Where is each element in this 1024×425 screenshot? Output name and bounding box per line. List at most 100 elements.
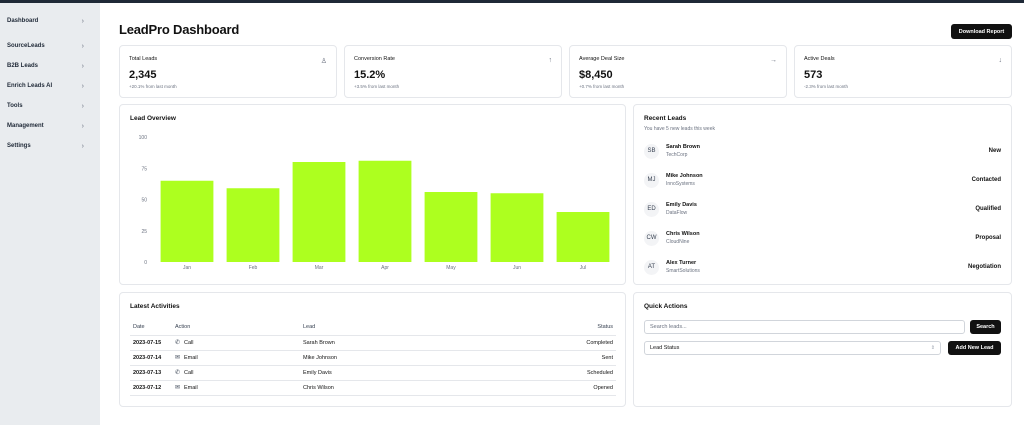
quick-actions-title: Quick Actions (644, 303, 688, 310)
top-strip (0, 0, 1024, 3)
stat-label: Active Deals (804, 56, 835, 62)
activity-status: Scheduled (467, 365, 616, 381)
lead-company: SmartSolutions (666, 268, 700, 274)
avatar: ED (644, 201, 659, 217)
lead-status: Qualified (975, 206, 1001, 212)
recent-leads-title: Recent Leads (644, 115, 687, 122)
lead-overview-card: Lead Overview 0 25 50 75 100 Jan Feb Mar Apr May J… (119, 104, 626, 285)
activity-date: 2023-07-12 (130, 380, 172, 396)
quick-actions-card: Quick Actions Search Lead Status ⇕ Add N… (633, 292, 1012, 407)
chevron-right-icon: › (81, 102, 84, 110)
x-tick-label: Jan (183, 265, 191, 271)
lead-company: TechCorp (666, 152, 688, 158)
x-tick-label: Jul (580, 265, 586, 271)
sidebar-item-label: Management (7, 123, 44, 129)
search-button[interactable]: Search (970, 320, 1001, 334)
table-row[interactable]: 2023-07-15 ✆ Call Sarah Brown Completed (130, 335, 616, 351)
activity-action: Call (184, 340, 194, 346)
stat-card-average-deal-size: Average Deal Size → $8,450 +0.7% from la… (569, 45, 787, 98)
activity-status: Opened (467, 380, 616, 396)
recent-leads-card: Recent Leads You have 5 new leads this w… (633, 104, 1012, 285)
download-report-button[interactable]: Download Report (951, 24, 1012, 39)
lead-company: DataFlow (666, 210, 688, 216)
sidebar-item-sourceleads[interactable]: SourceLeads › (0, 36, 100, 56)
sidebar-item-label: Tools (7, 103, 23, 109)
activity-action: Email (184, 385, 198, 391)
lead-row[interactable]: ED Emily Davis DataFlow Qualified (644, 199, 1001, 219)
lead-row[interactable]: AT Alex Turner SmartSolutions Negotiatio… (644, 257, 1001, 277)
stat-label: Average Deal Size (579, 56, 625, 62)
sidebar-item-settings[interactable]: Settings › (0, 136, 100, 156)
lead-company: CloudNine (666, 239, 690, 245)
activities-table: Date Action Lead Status 2023-07-15 ✆ Call… (130, 320, 616, 396)
mail-icon: ✉ (175, 355, 181, 361)
sidebar-item-b2b-leads[interactable]: B2B Leads › (0, 56, 100, 76)
bar-apr[interactable] (358, 160, 412, 262)
table-header-row: Date Action Lead Status (130, 320, 616, 336)
sidebar-item-tools[interactable]: Tools › (0, 96, 100, 116)
stat-value: 2,345 (129, 69, 157, 81)
lead-status-select-value: Lead Status (650, 345, 680, 351)
lead-name: Emily Davis (666, 202, 697, 208)
avatar: CW (644, 230, 659, 246)
stat-change: +0.7% from last month (579, 84, 625, 89)
recent-leads-subtitle: You have 5 new leads this week (644, 126, 715, 132)
chevron-right-icon: › (81, 17, 84, 25)
y-tick-label: 50 (141, 198, 147, 204)
sidebar-item-management[interactable]: Management › (0, 116, 100, 136)
lead-row[interactable]: MJ Mike Johnson InnoSystems Contacted (644, 170, 1001, 190)
bar-mar[interactable] (292, 162, 346, 262)
column-header: Status (467, 320, 616, 336)
activity-date: 2023-07-13 (130, 365, 172, 381)
stat-card-total-leads: Total Leads ♙ 2,345 +20.1% from last mon… (119, 45, 337, 98)
lead-row[interactable]: CW Chris Wilson CloudNine Proposal (644, 228, 1001, 248)
lead-row[interactable]: SB Sarah Brown TechCorp New (644, 141, 1001, 161)
bar-may[interactable] (424, 192, 478, 262)
column-header: Date (130, 320, 172, 336)
lead-status: Contacted (971, 177, 1001, 183)
sidebar-item-label: Enrich Leads AI (7, 83, 53, 89)
sidebar-item-label: Dashboard (7, 18, 39, 24)
sidebar-item-enrich-leads-ai[interactable]: Enrich Leads AI › (0, 76, 100, 96)
chevron-right-icon: › (81, 142, 84, 150)
stat-card-active-deals: Active Deals ↓ 573 -2.3% from last month (794, 45, 1012, 98)
arrow-right-icon: → (770, 57, 777, 64)
chevron-right-icon: › (81, 42, 84, 50)
bar-feb[interactable] (226, 188, 280, 262)
sidebar-item-dashboard[interactable]: Dashboard › (0, 11, 100, 31)
bar-jul[interactable] (556, 212, 610, 262)
lead-status-select[interactable]: Lead Status ⇕ (644, 341, 941, 355)
activity-lead: Chris Wilson (300, 380, 468, 396)
bar-jan[interactable] (160, 180, 214, 262)
main-content: LeadPro Dashboard Download Report Total … (100, 3, 1024, 425)
lead-name: Mike Johnson (666, 173, 703, 179)
mail-icon: ✉ (175, 385, 181, 391)
lead-name: Chris Wilson (666, 231, 700, 237)
search-leads-input[interactable] (644, 320, 965, 334)
avatar: AT (644, 259, 659, 275)
table-row[interactable]: 2023-07-12 ✉ Email Chris Wilson Opened (130, 380, 616, 396)
y-tick-label: 0 (144, 260, 147, 266)
latest-activities-card: Latest Activities Date Action Lead Statu… (119, 292, 626, 407)
activity-date: 2023-07-15 (130, 335, 172, 351)
avatar: MJ (644, 172, 659, 188)
activity-status: Sent (467, 350, 616, 366)
stat-change: +20.1% from last month (129, 84, 177, 89)
add-new-lead-button[interactable]: Add New Lead (948, 341, 1001, 355)
bar-jun[interactable] (490, 193, 544, 262)
table-row[interactable]: 2023-07-13 ✆ Call Emily Davis Scheduled (130, 365, 616, 381)
x-tick-label: May (446, 265, 456, 271)
stat-value: 573 (804, 69, 823, 81)
sidebar-item-label: SourceLeads (7, 43, 45, 49)
table-row[interactable]: 2023-07-14 ✉ Email Mike Johnson Sent (130, 350, 616, 366)
lead-status: Proposal (975, 235, 1001, 241)
activity-date: 2023-07-14 (130, 350, 172, 366)
x-tick-label: Mar (315, 265, 324, 271)
lead-status: New (988, 148, 1001, 154)
activity-lead: Emily Davis (300, 365, 468, 381)
column-header: Action (172, 320, 300, 336)
stat-card-conversion-rate: Conversion Rate ↑ 15.2% +3.5% from last … (344, 45, 562, 98)
phone-icon: ✆ (175, 370, 181, 376)
page-title: LeadPro Dashboard (119, 22, 240, 37)
lead-name: Sarah Brown (666, 144, 700, 150)
